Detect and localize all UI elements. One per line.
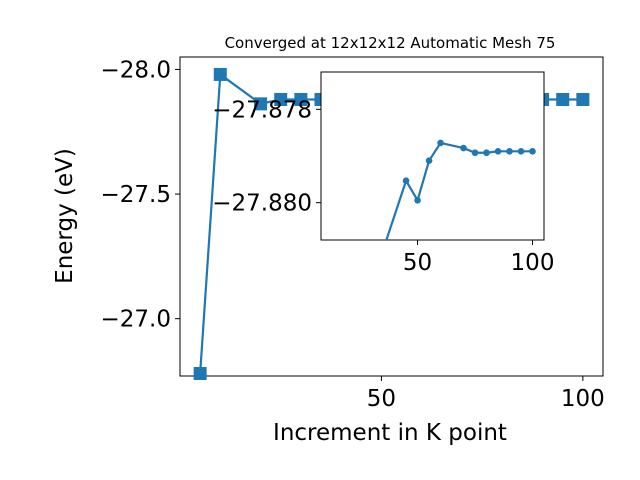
inset-x-tick-label: 100 [511, 250, 555, 276]
main-x-tick-label: 50 [367, 386, 396, 412]
inset-data-point [437, 139, 444, 147]
main-data-point [556, 92, 570, 106]
inset-plot: 50 100 −27.880 −27.878 [212, 71, 555, 276]
main-y-tick-label: −28.0 [101, 57, 171, 83]
main-data-point [213, 67, 227, 81]
inset-data-point [506, 148, 513, 155]
inset-data-point [414, 197, 421, 204]
inset-data-point [425, 157, 433, 164]
inset-y-tick-label: −27.878 [212, 97, 312, 123]
x-axis-label: Increment in K point [273, 420, 507, 446]
main-data-point [294, 92, 308, 106]
inset-data-point [402, 177, 410, 185]
main-data-point [576, 92, 590, 106]
main-x-tick-label: 100 [561, 386, 605, 412]
main-data-point [193, 367, 207, 381]
inset-data-point [517, 148, 525, 155]
chart-title: Converged at 12x12x12 Automatic Mesh 75 [225, 34, 556, 52]
inset-x-tick-label: 50 [403, 250, 432, 276]
main-data-point [254, 97, 268, 111]
inset-data-point [471, 149, 479, 157]
inset-data-point [494, 148, 502, 155]
main-data-point [274, 92, 288, 106]
main-y-tick-label: −27.0 [101, 307, 171, 333]
y-axis-label: Energy (eV) [52, 148, 78, 284]
inset-data-point [483, 149, 490, 157]
inset-data-point [460, 144, 467, 152]
main-y-tick-label: −27.5 [101, 182, 171, 208]
inset-y-tick-label: −27.880 [212, 191, 312, 217]
inset-series [385, 139, 536, 240]
inset-data-point [529, 148, 536, 155]
